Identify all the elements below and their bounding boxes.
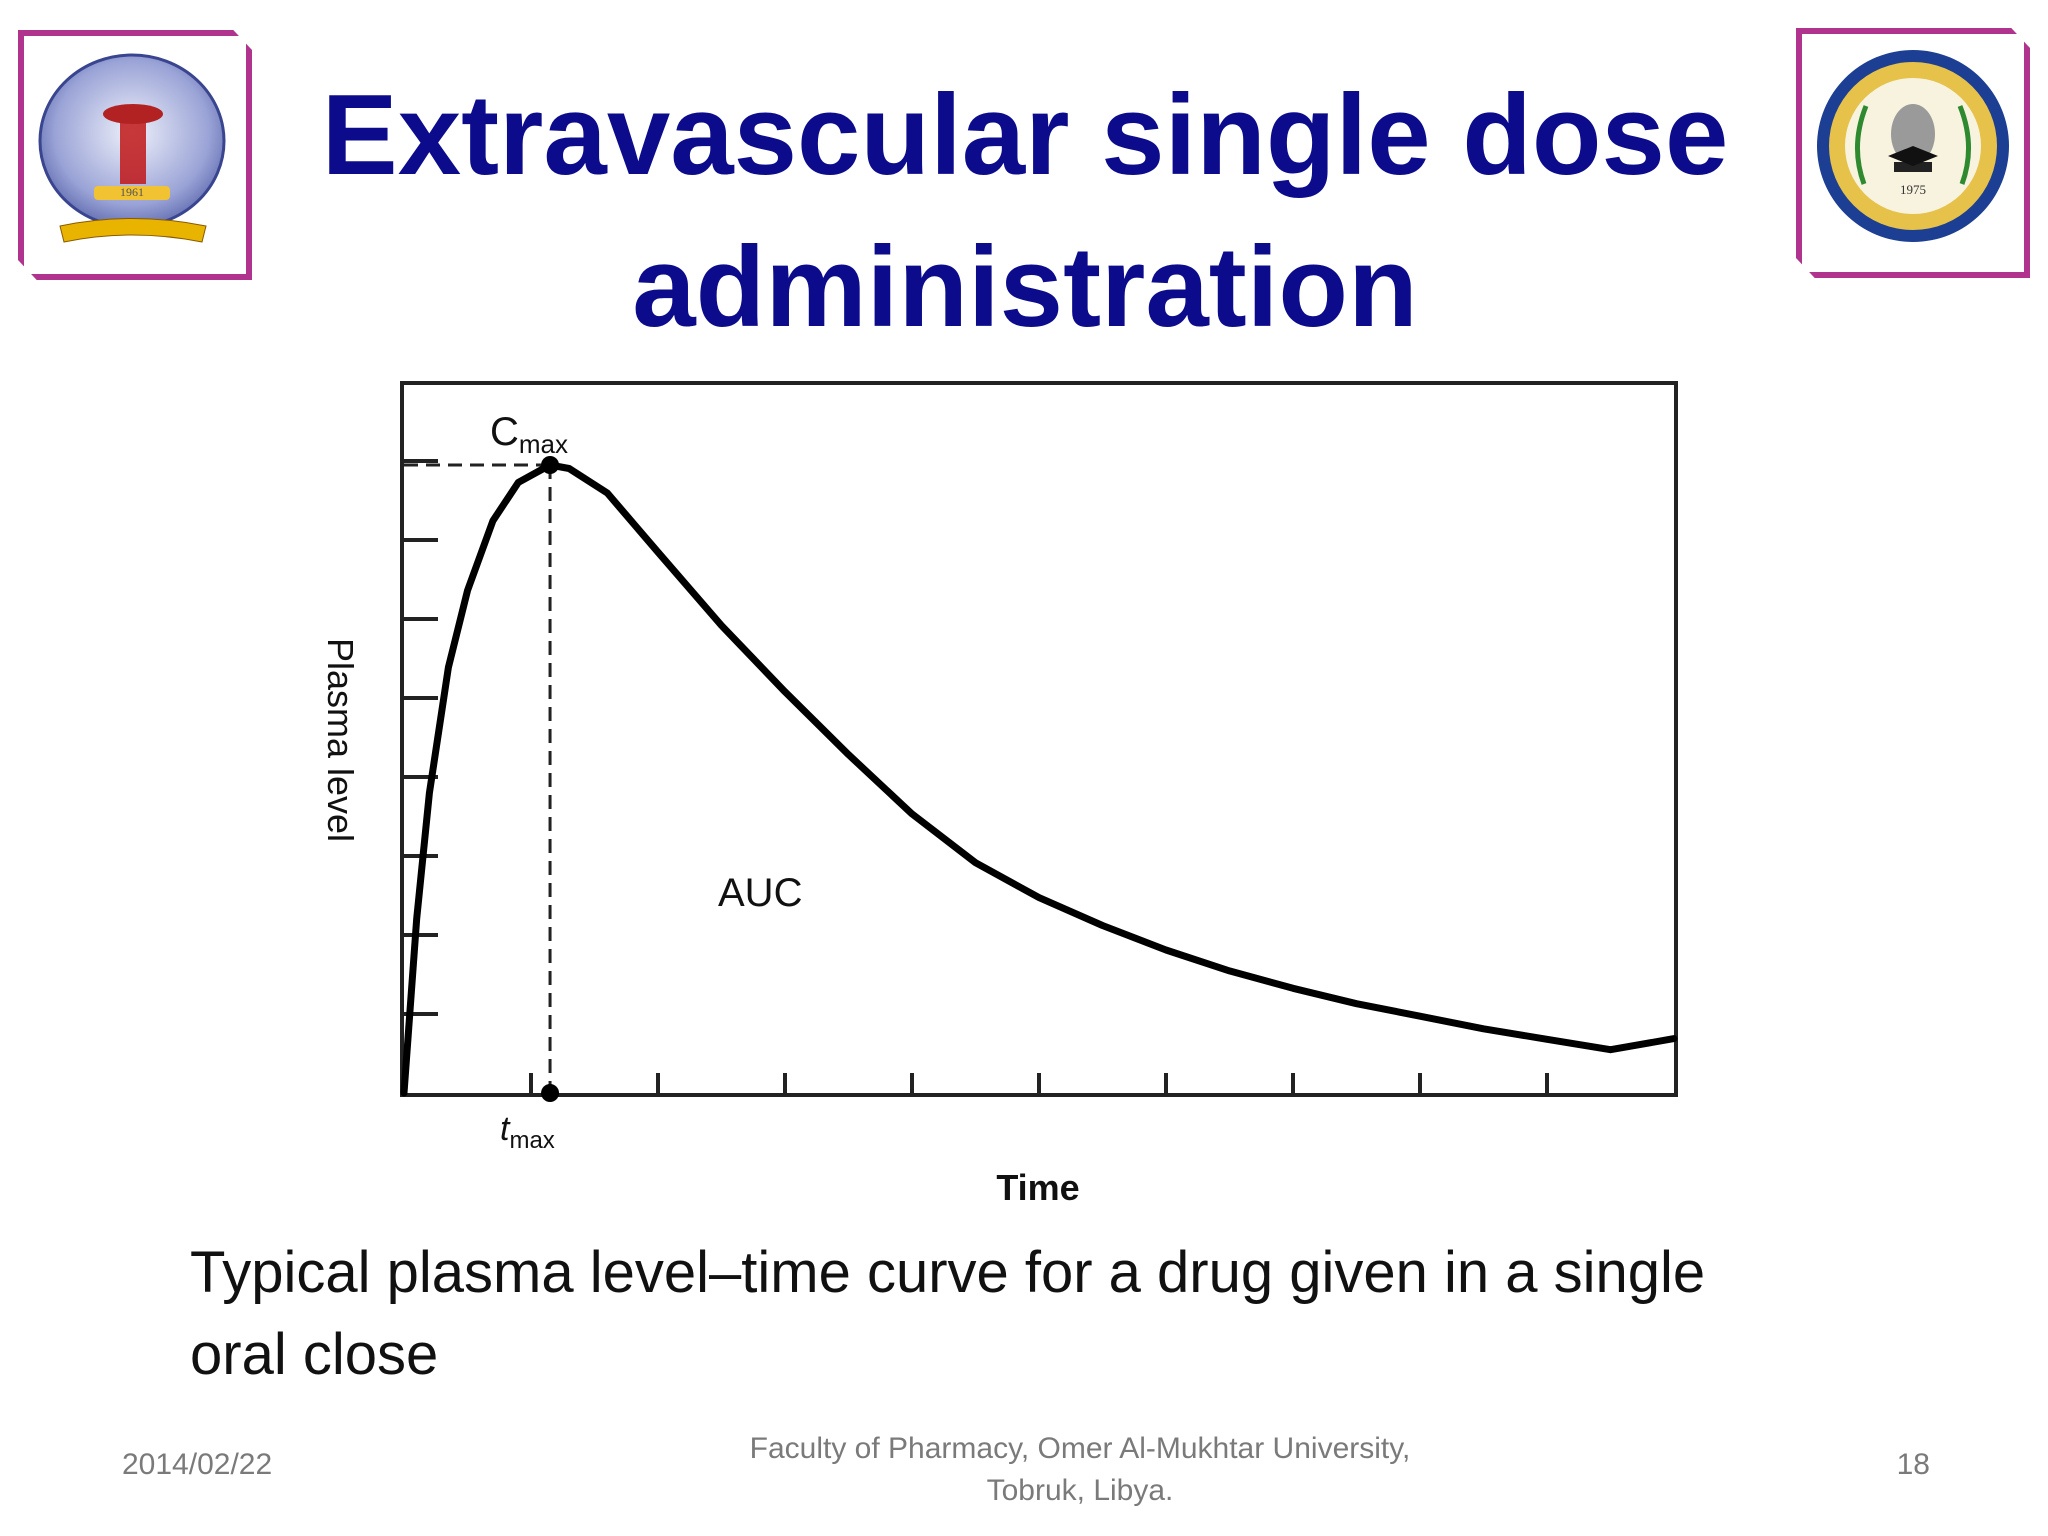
tmax-point xyxy=(541,1084,560,1102)
cmax-label-main: C xyxy=(490,410,519,454)
page-number: 18 xyxy=(1896,1448,1930,1481)
tmax-label-main: t xyxy=(500,1110,511,1148)
university-seal-logo-icon: 1975 xyxy=(1796,28,2030,278)
footer-date: 2014/02/22 xyxy=(122,1448,273,1481)
y-axis-ticks xyxy=(404,459,438,1016)
y-axis-label: Plasma level xyxy=(320,638,361,842)
cmax-label: Cmax xyxy=(490,410,568,459)
slide-title: Extravascular single dose administration xyxy=(300,60,1750,364)
left-logo-year: 1961 xyxy=(120,185,144,199)
right-logo-year: 1975 xyxy=(1900,182,1926,197)
auc-label: AUC xyxy=(718,871,802,915)
title-line-1: Extravascular single dose xyxy=(321,72,1729,199)
caption-line-2: oral close xyxy=(190,1322,439,1387)
caption-line-1: Typical plasma level–time curve for a dr… xyxy=(190,1240,1706,1305)
pharmacy-faculty-logo-icon: 1961 xyxy=(18,30,252,280)
plot-frame xyxy=(400,381,1678,1097)
figure-caption: Typical plasma level–time curve for a dr… xyxy=(190,1232,1890,1396)
title-line-2: administration xyxy=(632,224,1418,351)
tmax-label: tmax xyxy=(500,1110,555,1154)
x-axis-label: Time xyxy=(996,1167,1079,1208)
footer-institution: Faculty of Pharmacy, Omer Al-Mukhtar Uni… xyxy=(680,1428,1480,1512)
x-axis-ticks xyxy=(529,1073,1549,1093)
plasma-curve-line xyxy=(400,461,1678,1097)
footer-institution-line-2: Tobruk, Libya. xyxy=(986,1474,1174,1507)
tmax-label-sub: max xyxy=(509,1127,554,1154)
footer-institution-line-1: Faculty of Pharmacy, Omer Al-Mukhtar Uni… xyxy=(749,1432,1411,1465)
cmax-label-sub: max xyxy=(519,429,568,459)
cmax-point xyxy=(541,456,560,474)
